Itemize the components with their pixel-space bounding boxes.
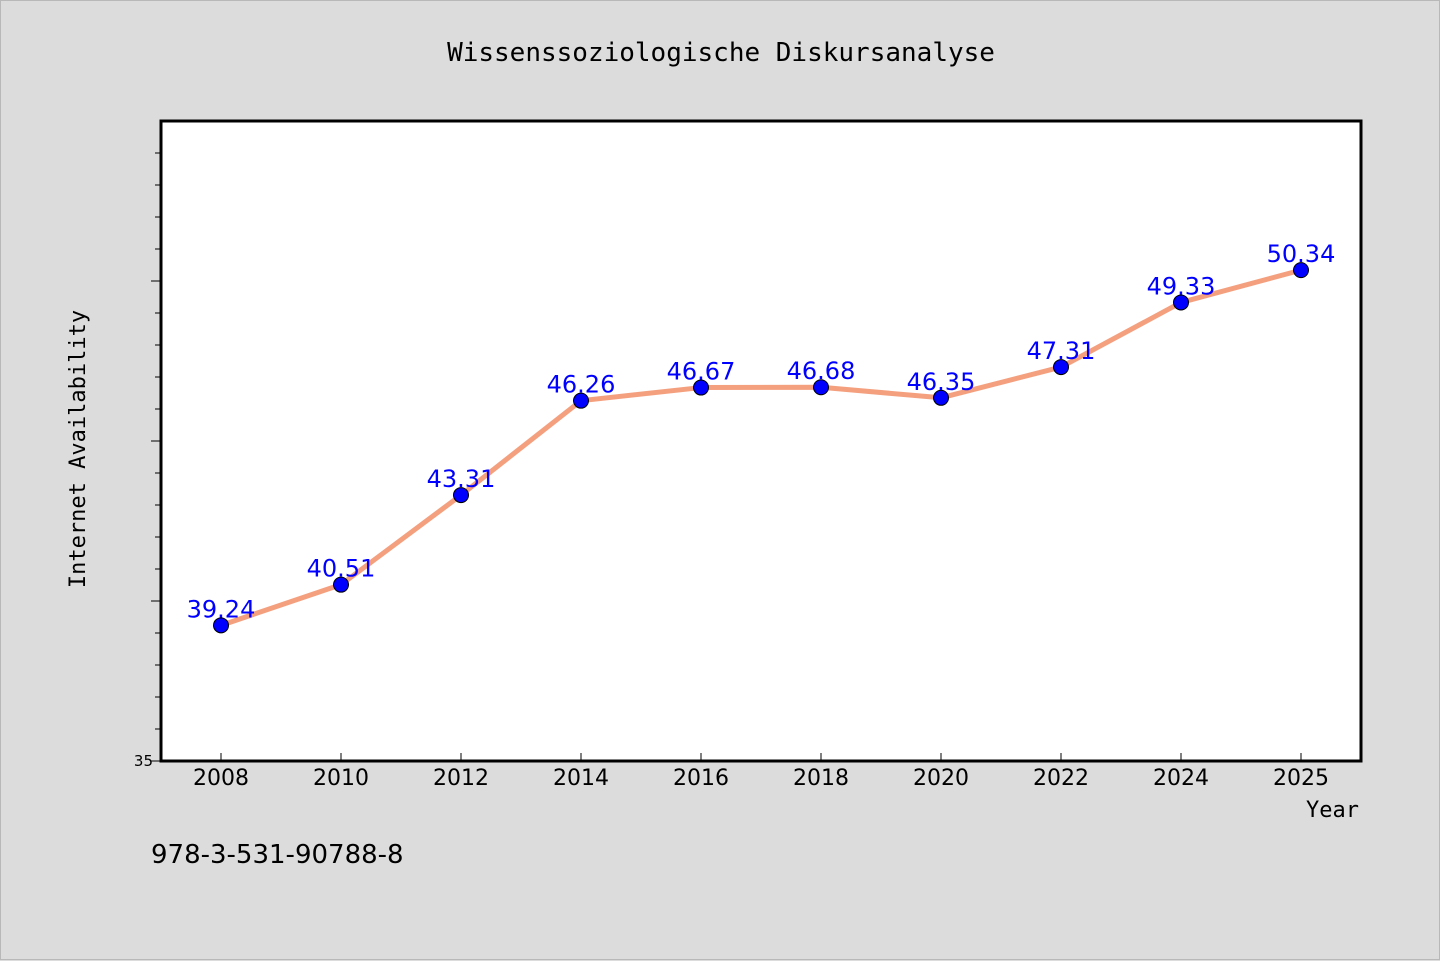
data-point xyxy=(1053,359,1069,376)
data-label: 43.31 xyxy=(427,465,496,493)
data-point xyxy=(933,389,949,406)
y-tick-label: 35 xyxy=(134,752,153,770)
data-point xyxy=(1293,262,1309,279)
x-tick-label: 2012 xyxy=(433,766,489,791)
data-label: 46.68 xyxy=(787,357,856,385)
data-point xyxy=(573,392,589,409)
data-point xyxy=(693,379,709,396)
plot-area xyxy=(159,119,1363,763)
x-tick-label: 2010 xyxy=(313,766,369,791)
data-label: 39.24 xyxy=(187,595,256,623)
data-point xyxy=(813,379,829,396)
data-label: 46.67 xyxy=(667,358,736,386)
data-point xyxy=(333,576,349,593)
x-tick-label: 2018 xyxy=(793,766,849,791)
x-tick-label: 2025 xyxy=(1273,766,1329,791)
series-0: 39.24 40.51 43.31 46.26 46.67 46.68 46.35 47.31… xyxy=(187,240,1336,634)
x-tick-label: 2020 xyxy=(913,766,969,791)
y-axis-ticks: 35 xyxy=(134,152,161,770)
data-point xyxy=(453,487,469,504)
data-label: 46.35 xyxy=(907,368,976,396)
data-label: 46.26 xyxy=(547,371,616,399)
series-line xyxy=(218,267,1304,628)
x-tick-label: 2008 xyxy=(193,766,249,791)
x-tick-label: 2024 xyxy=(1153,766,1209,791)
data-label: 47.31 xyxy=(1027,337,1096,365)
y-axis-label: Internet Availability xyxy=(66,310,91,588)
data-point xyxy=(1173,294,1189,311)
x-tick-label: 2016 xyxy=(673,766,729,791)
data-label: 49.33 xyxy=(1147,272,1216,300)
x-axis-ticks: 2008 2010 2012 2014 2016 2018 2020 2022 2024 2025 xyxy=(193,753,1329,791)
data-label: 40.51 xyxy=(307,555,376,583)
chart-title: Wissenssoziologische Diskursanalyse xyxy=(447,38,995,68)
x-tick-label: 2022 xyxy=(1033,766,1089,791)
data-label: 50.34 xyxy=(1267,240,1336,268)
x-axis-label: Year xyxy=(1306,798,1359,823)
x-tick-label: 2014 xyxy=(553,766,609,791)
isbn-label: 978-3-531-90788-8 xyxy=(151,840,404,870)
data-point xyxy=(213,617,229,634)
